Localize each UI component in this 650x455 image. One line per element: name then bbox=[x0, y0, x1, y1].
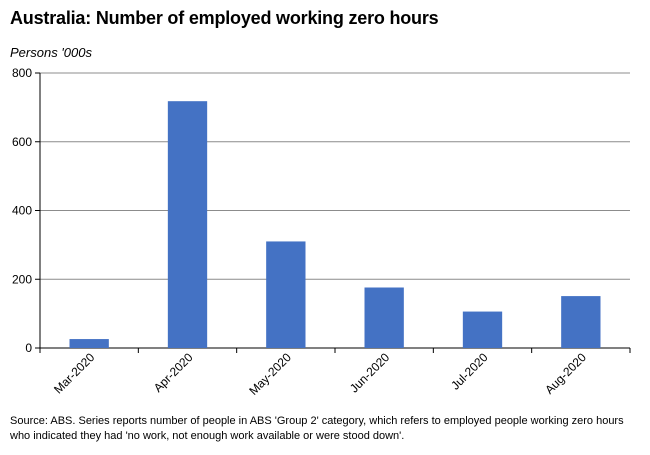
bar bbox=[69, 339, 109, 348]
x-tick-label: Mar-2020 bbox=[51, 350, 97, 396]
y-tick-label: 0 bbox=[25, 341, 32, 355]
x-tick-label: Aug-2020 bbox=[542, 350, 589, 397]
y-tick-label: 800 bbox=[12, 66, 32, 80]
bar bbox=[462, 311, 503, 348]
x-tick-label: Apr-2020 bbox=[151, 350, 196, 395]
x-tick-label: Jun-2020 bbox=[347, 350, 393, 396]
x-tick-label: Jul-2020 bbox=[448, 350, 491, 393]
source-line-1: Source: ABS. Series reports number of pe… bbox=[10, 415, 624, 427]
y-axis-label: Persons '000s bbox=[10, 45, 92, 60]
bar bbox=[266, 241, 306, 348]
y-tick-label: 200 bbox=[12, 272, 32, 286]
x-tick-label: May-2020 bbox=[246, 350, 294, 398]
source-note: Source: ABS. Series reports number of pe… bbox=[10, 414, 640, 444]
chart-title: Australia: Number of employed working ze… bbox=[10, 8, 439, 28]
y-tick-label: 600 bbox=[12, 135, 32, 149]
source-line-2: who indicated they had 'no work, not eno… bbox=[10, 430, 405, 442]
y-tick-label: 400 bbox=[12, 204, 32, 218]
bar bbox=[167, 101, 208, 348]
bar bbox=[364, 287, 404, 348]
bar-chart: 0 200 400 600 800 Mar-2020 Apr-2020 May-2020 Jun… bbox=[12, 66, 631, 398]
bar bbox=[561, 296, 601, 348]
